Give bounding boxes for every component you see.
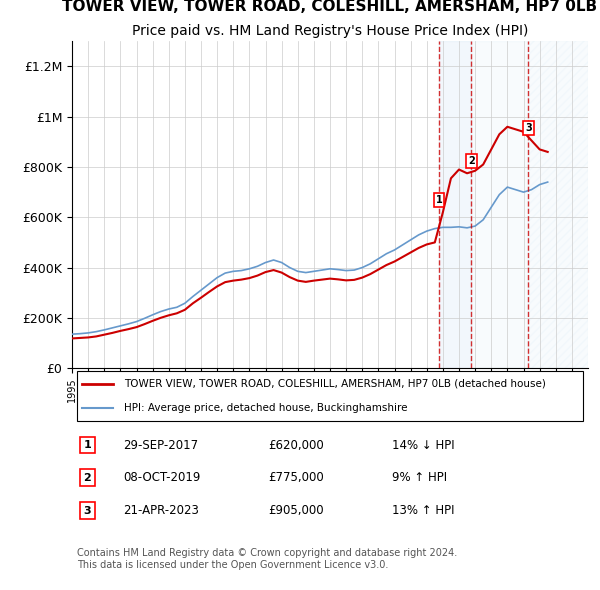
Text: 14% ↓ HPI: 14% ↓ HPI bbox=[392, 438, 455, 451]
Text: 2: 2 bbox=[83, 473, 91, 483]
Text: 3: 3 bbox=[525, 123, 532, 133]
Text: 1: 1 bbox=[83, 440, 91, 450]
Text: £775,000: £775,000 bbox=[268, 471, 324, 484]
Bar bbox=[439, 41, 472, 368]
Text: HPI: Average price, detached house, Buckinghamshire: HPI: Average price, detached house, Buck… bbox=[124, 404, 407, 414]
Text: £905,000: £905,000 bbox=[268, 504, 324, 517]
Text: £620,000: £620,000 bbox=[268, 438, 324, 451]
Title: TOWER VIEW, TOWER ROAD, COLESHILL, AMERSHAM, HP7 0LB: TOWER VIEW, TOWER ROAD, COLESHILL, AMERS… bbox=[62, 0, 598, 14]
Text: 9% ↑ HPI: 9% ↑ HPI bbox=[392, 471, 447, 484]
Text: 13% ↑ HPI: 13% ↑ HPI bbox=[392, 504, 454, 517]
Text: Contains HM Land Registry data © Crown copyright and database right 2024.
This d: Contains HM Land Registry data © Crown c… bbox=[77, 548, 457, 570]
Text: 1: 1 bbox=[436, 195, 442, 205]
Bar bbox=[472, 41, 529, 368]
Text: 3: 3 bbox=[83, 506, 91, 516]
FancyBboxPatch shape bbox=[77, 371, 583, 421]
Text: TOWER VIEW, TOWER ROAD, COLESHILL, AMERSHAM, HP7 0LB (detached house): TOWER VIEW, TOWER ROAD, COLESHILL, AMERS… bbox=[124, 379, 545, 389]
Text: 29-SEP-2017: 29-SEP-2017 bbox=[124, 438, 199, 451]
Text: 21-APR-2023: 21-APR-2023 bbox=[124, 504, 199, 517]
Bar bbox=[529, 41, 588, 368]
Text: 08-OCT-2019: 08-OCT-2019 bbox=[124, 471, 201, 484]
Text: Price paid vs. HM Land Registry's House Price Index (HPI): Price paid vs. HM Land Registry's House … bbox=[132, 24, 528, 38]
Text: 2: 2 bbox=[468, 156, 475, 166]
